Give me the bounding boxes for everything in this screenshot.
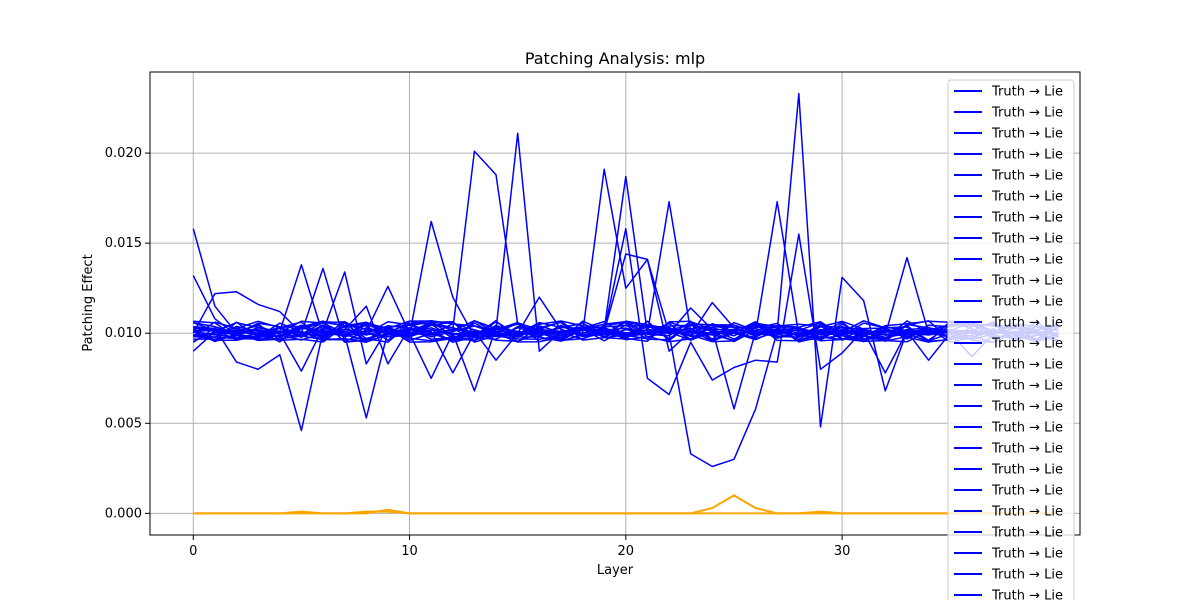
legend-entry: Truth → Lie: [991, 379, 1063, 394]
baseline-line: [193, 508, 1059, 515]
legend-entry: Truth → Lie: [991, 505, 1063, 520]
legend-entry: Truth → Lie: [991, 211, 1063, 226]
series-line: [192, 132, 1059, 352]
legend-entry: Truth → Lie: [991, 547, 1063, 562]
y-tick-label: 0.015: [105, 236, 142, 251]
y-axis-label: Patching Effect: [81, 254, 96, 351]
legend-entry: Truth → Lie: [991, 106, 1063, 121]
x-tick-label: 30: [834, 544, 851, 559]
legend-entry: Truth → Lie: [991, 274, 1063, 289]
x-tick-label: 0: [189, 544, 197, 559]
x-ticks: 0 10 20 30: [189, 535, 850, 559]
plot-frame: [149, 71, 1081, 536]
legend-entry: Truth → Lie: [991, 148, 1063, 163]
x-axis-label: Layer: [597, 563, 634, 578]
legend-entry: Truth → Lie: [991, 484, 1063, 499]
legend-entry: Truth → Lie: [991, 232, 1063, 247]
legend-entry: Truth → Lie: [991, 295, 1063, 310]
legend-entry: Truth → Lie: [991, 526, 1063, 541]
legend-entry: Truth → Lie: [991, 127, 1063, 142]
series-line: [192, 92, 1059, 432]
legend-entry: Truth → Lie: [991, 463, 1063, 478]
y-ticks: 0.000 0.005 0.010 0.015 0.020: [105, 146, 150, 521]
x-tick-label: 10: [401, 544, 418, 559]
legend-entry: Truth → Lie: [991, 337, 1063, 352]
legend-entry: Truth → Lie: [991, 316, 1063, 331]
y-tick-label: 0.020: [105, 146, 142, 161]
legend-entry: Truth → Lie: [991, 589, 1063, 600]
series-line: [193, 301, 1059, 374]
x-tick-label: 20: [618, 544, 635, 559]
legend-entry: Truth → Lie: [991, 358, 1063, 373]
legend-entry: Truth → Lie: [991, 400, 1063, 415]
legend-entry: Truth → Lie: [991, 85, 1063, 100]
series-line: [192, 320, 1059, 343]
legend-entry: Truth → Lie: [991, 190, 1063, 205]
legend-entry: Truth → Lie: [991, 253, 1063, 268]
y-tick-label: 0.005: [105, 416, 142, 431]
legend-frame: [947, 79, 1075, 600]
legend-entry: Truth → Lie: [991, 421, 1063, 436]
legend: Truth → Lie Truth → Lie Truth → Lie Truth →…: [947, 79, 1075, 600]
series-lines: [192, 92, 1059, 515]
y-tick-label: 0.010: [105, 326, 142, 341]
legend-entry: Truth → Lie: [991, 169, 1063, 184]
chart-title: Patching Analysis: mlp: [525, 49, 705, 68]
legend-entry: Truth → Lie: [991, 568, 1063, 583]
y-tick-label: 0.000: [105, 506, 142, 521]
legend-entry: Truth → Lie: [991, 442, 1063, 457]
